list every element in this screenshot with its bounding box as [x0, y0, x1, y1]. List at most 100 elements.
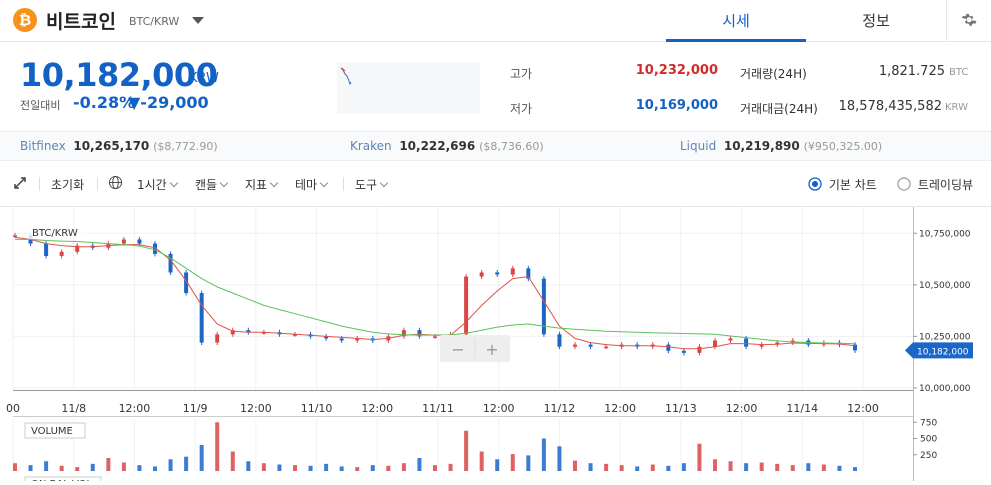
exchange-bar	[0, 131, 991, 161]
current-price-tag-label: 10,182,000	[917, 347, 969, 357]
price-unit: KRW	[189, 71, 219, 86]
moving-average-long-line	[15, 238, 856, 345]
candle-body	[744, 338, 749, 347]
candle-body	[526, 268, 531, 279]
volume-bar	[448, 463, 453, 471]
indicator-label: 지표	[245, 178, 268, 192]
gear-icon	[961, 13, 977, 26]
candle-body	[433, 336, 437, 338]
volume-bar	[495, 459, 500, 471]
candle-body	[13, 235, 17, 237]
candle-body	[775, 342, 780, 345]
volume-bar	[557, 446, 562, 471]
exchange-usd: ($8,772.90)	[153, 140, 218, 153]
header: ₿ 비트코인 BTC/KRW 시세 정보	[0, 0, 991, 42]
coin-dropdown-icon[interactable]	[192, 17, 204, 24]
current-price-tag	[905, 342, 973, 359]
amount-value: 18,578,435,582	[838, 99, 942, 114]
volume-bar	[121, 462, 126, 471]
volume-bar	[619, 465, 624, 471]
chevron-down-icon	[169, 178, 178, 188]
basic-chart-radio[interactable]: 기본 차트	[808, 175, 877, 193]
change-amount: ▼-29,000	[128, 93, 209, 112]
x-tick-label: 11/12	[544, 402, 576, 415]
chart-canvas[interactable]: 00 11/8 12:00 11/9 12:00 11/10 12:00 11/11 12:00…	[0, 207, 991, 485]
volume-label: 거래량(24H)	[740, 67, 807, 81]
exchange-price: 10,222,696	[399, 139, 476, 153]
candle-body	[681, 350, 686, 353]
amount-label: 거래대금(24H)	[740, 102, 818, 116]
candle-body	[230, 330, 235, 335]
candle-body	[417, 330, 422, 337]
interval-dropdown[interactable]: 1시간	[137, 176, 178, 193]
volume-bar	[106, 458, 111, 471]
globe-icon[interactable]	[108, 175, 123, 193]
high-value: 10,232,000	[635, 63, 718, 78]
indicator-dropdown[interactable]: 지표	[245, 176, 279, 193]
volume-bar	[790, 465, 795, 471]
volume-bar	[230, 451, 235, 471]
theme-dropdown[interactable]: 테마	[295, 176, 329, 193]
tradingview-radio[interactable]: 트레이딩뷰	[897, 175, 973, 193]
candle-body	[121, 239, 126, 244]
candle-body	[75, 245, 80, 252]
volume-bar	[681, 463, 686, 471]
candle-body	[261, 332, 266, 334]
divider	[39, 177, 40, 191]
volume-bar	[59, 465, 64, 471]
candle-dropdown[interactable]: 캔들	[195, 176, 229, 193]
chevron-down-icon	[219, 178, 229, 188]
candle-body	[293, 334, 297, 336]
reset-button[interactable]: 초기화	[51, 178, 85, 192]
candle-body	[44, 243, 49, 256]
exchange-bitfinex[interactable]: Bitfinex 10,265,170 ($8,772.90)	[20, 139, 218, 153]
high-label: 고가	[510, 67, 533, 81]
x-tick-label: 12:00	[240, 402, 272, 415]
x-tick-label: 12:00	[119, 402, 151, 415]
compare-label: 전일대비	[20, 99, 61, 112]
exchange-liquid[interactable]: Liquid 10,219,890 (¥950,325.00)	[680, 139, 882, 153]
volume-bar	[635, 466, 640, 471]
x-tick-label: 00	[6, 402, 20, 415]
candle-body	[573, 344, 577, 347]
mini-sparkline	[337, 62, 480, 114]
volume-unit: BTC	[949, 67, 969, 78]
divider	[97, 177, 98, 191]
x-tick-label: 11/11	[422, 402, 454, 415]
exchange-kraken[interactable]: Kraken 10,222,696 ($8,736.60)	[350, 139, 544, 153]
price-chart[interactable]: 00 11/8 12:00 11/9 12:00 11/10 12:00 11/11 12:00…	[0, 206, 991, 485]
volume-bar	[293, 465, 297, 471]
tab-info[interactable]: 정보	[862, 12, 890, 30]
volume-bar	[588, 463, 593, 471]
tools-dropdown[interactable]: 도구	[355, 176, 389, 193]
candle-body	[697, 346, 702, 353]
time-axis-line	[13, 390, 913, 391]
volume-bar	[417, 458, 422, 471]
x-tick-label: 11/9	[183, 402, 208, 415]
expand-icon[interactable]	[13, 176, 27, 193]
volume-tick-label: 750	[920, 418, 937, 428]
y-tick-label: 10,500,000	[919, 281, 971, 291]
candle-body	[153, 243, 157, 254]
zoom-in-button: +	[485, 340, 498, 359]
volume-bar	[853, 467, 857, 471]
volume-bar	[168, 459, 173, 471]
low-label: 저가	[510, 102, 533, 116]
candle-body	[853, 344, 857, 351]
volume-bar	[339, 466, 344, 471]
x-tick-label: 12:00	[483, 402, 515, 415]
tab-market[interactable]: 시세	[666, 0, 806, 42]
sparkline-chart	[340, 67, 352, 86]
volume-bar	[386, 465, 391, 471]
tools-label: 도구	[355, 178, 378, 192]
current-price: 10,182,000	[20, 56, 218, 94]
volume-bar	[806, 463, 811, 471]
candle-body	[168, 253, 173, 273]
candle-body	[588, 344, 593, 347]
candle-body	[59, 251, 64, 256]
volume-pane-divider	[13, 416, 913, 417]
volume-bar	[355, 467, 360, 471]
tradingview-label: 트레이딩뷰	[917, 178, 974, 192]
volume-bar	[526, 455, 531, 471]
settings-button[interactable]	[946, 0, 991, 42]
